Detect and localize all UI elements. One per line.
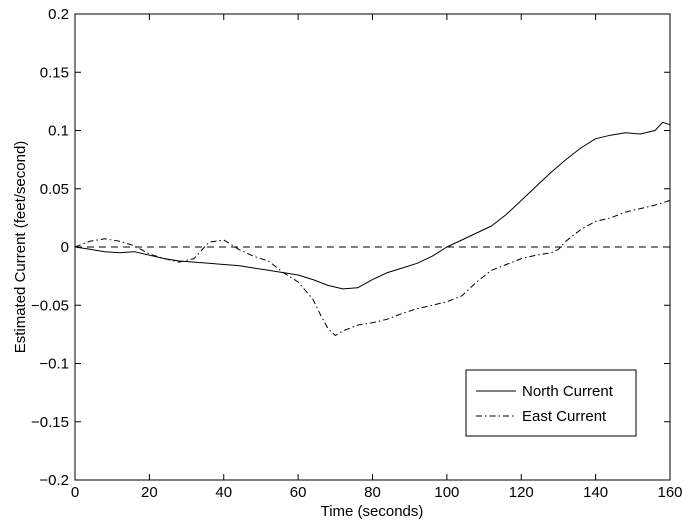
legend: North Current East Current (465, 369, 637, 437)
x-tick-label: 80 (364, 484, 381, 501)
x-tick-label: 160 (657, 484, 682, 501)
legend-north-label: North Current (522, 383, 614, 400)
y-axis-label: Estimated Current (feet/second) (12, 141, 29, 354)
x-tick-label: 20 (141, 484, 158, 501)
y-tick-label: 0.2 (48, 6, 69, 23)
legend-east-label: East Current (522, 408, 607, 425)
x-tick-label: 60 (290, 484, 307, 501)
x-tick-label: 40 (215, 484, 232, 501)
y-tick-label: 0.15 (40, 64, 69, 81)
x-axis-label: Time (seconds) (321, 503, 424, 520)
y-tick-label: 0.1 (48, 123, 69, 140)
y-tick-label: 0.05 (40, 181, 69, 198)
legend-box (465, 369, 637, 437)
series-east-current-line (74, 199, 671, 336)
x-tick-label: 0 (71, 484, 79, 501)
x-tick-label: 140 (583, 484, 608, 501)
y-axis: −0.2 −0.15 −0.1 −0.05 0 0.05 0.1 0.15 0.2 (31, 6, 670, 489)
x-tick-label: 100 (434, 484, 459, 501)
y-tick-label: −0.2 (39, 472, 69, 489)
x-tick-label: 120 (509, 484, 534, 501)
y-tick-label: 0 (61, 239, 69, 256)
series-layer (74, 121, 671, 336)
y-tick-label: −0.15 (31, 414, 69, 431)
x-axis: 0 20 40 60 80 100 120 140 160 (71, 14, 683, 501)
y-tick-label: −0.1 (39, 356, 69, 373)
y-tick-label: −0.05 (31, 297, 69, 314)
series-north-current-line (74, 121, 671, 290)
